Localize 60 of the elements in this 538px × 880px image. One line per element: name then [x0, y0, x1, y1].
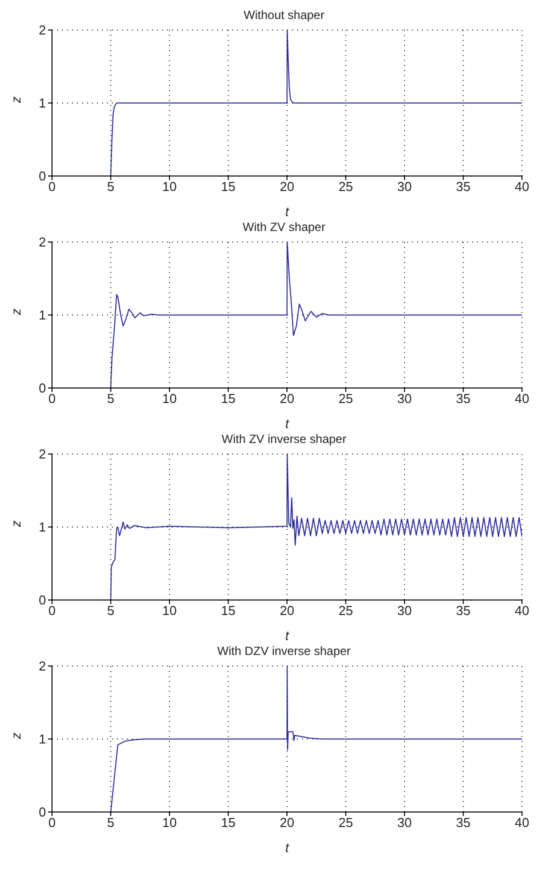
x-tick-label: 25: [338, 603, 353, 618]
y-tick-label: 0: [38, 168, 46, 184]
chart-title: With ZV inverse shaper: [220, 432, 348, 448]
x-tick-label: 35: [456, 391, 470, 406]
x-tick-label: 10: [162, 391, 177, 406]
y-tick-label: 2: [38, 234, 46, 250]
x-tick-label: 40: [514, 179, 530, 194]
x-tick-label: 5: [107, 179, 114, 194]
x-tick-label: 0: [48, 815, 56, 830]
x-tick-label: 20: [280, 391, 294, 406]
y-tick-label: 2: [38, 446, 46, 462]
x-tick-label: 15: [221, 179, 236, 194]
x-tick-label: 30: [397, 391, 412, 406]
chart-title: Without shaper: [242, 8, 326, 24]
x-tick-label: 10: [162, 603, 177, 618]
x-tick-label: 40: [514, 603, 530, 618]
x-tick-label: 0: [48, 391, 56, 406]
y-axis-title: z: [8, 308, 24, 316]
x-tick-label: 40: [514, 815, 530, 830]
x-tick-label: 25: [338, 179, 353, 194]
y-tick-label: 1: [38, 96, 46, 111]
x-tick-label: 35: [456, 179, 470, 194]
y-axis-title: z: [8, 520, 24, 528]
y-tick-label: 1: [38, 308, 46, 323]
x-tick-label: 25: [338, 391, 353, 406]
x-tick-label: 40: [514, 391, 530, 406]
x-tick-label: 20: [280, 603, 294, 618]
x-tick-label: 30: [397, 815, 412, 830]
x-tick-label: 15: [221, 391, 236, 406]
x-tick-label: 0: [48, 603, 56, 618]
x-tick-label: 20: [280, 815, 294, 830]
x-axis-title: t: [285, 628, 290, 643]
x-tick-label: 35: [456, 603, 470, 618]
y-tick-label: 0: [38, 592, 46, 608]
x-tick-label: 5: [107, 603, 114, 618]
x-tick-label: 10: [162, 179, 177, 194]
x-tick-label: 15: [221, 815, 236, 830]
y-tick-label: 0: [38, 380, 46, 396]
x-tick-label: 30: [397, 179, 412, 194]
y-tick-label: 0: [38, 804, 46, 820]
chart-title: With DZV inverse shaper: [216, 644, 352, 660]
y-axis-title: z: [8, 732, 24, 740]
x-tick-label: 35: [456, 815, 470, 830]
x-tick-label: 0: [48, 179, 56, 194]
x-tick-label: 20: [280, 179, 294, 194]
x-axis-title: t: [285, 204, 290, 219]
x-tick-label: 15: [221, 603, 236, 618]
x-tick-label: 5: [107, 391, 114, 406]
y-tick-label: 2: [38, 658, 46, 674]
x-tick-label: 25: [338, 815, 353, 830]
x-tick-label: 30: [397, 603, 412, 618]
y-tick-label: 1: [38, 520, 46, 535]
y-axis-title: z: [8, 96, 24, 104]
chart-title: With ZV shaper: [242, 220, 326, 236]
x-axis-title: t: [285, 840, 290, 855]
x-tick-label: 10: [162, 815, 177, 830]
y-tick-label: 1: [38, 732, 46, 747]
x-axis-title: t: [285, 416, 290, 431]
x-tick-label: 5: [107, 815, 114, 830]
y-tick-label: 2: [38, 22, 46, 38]
